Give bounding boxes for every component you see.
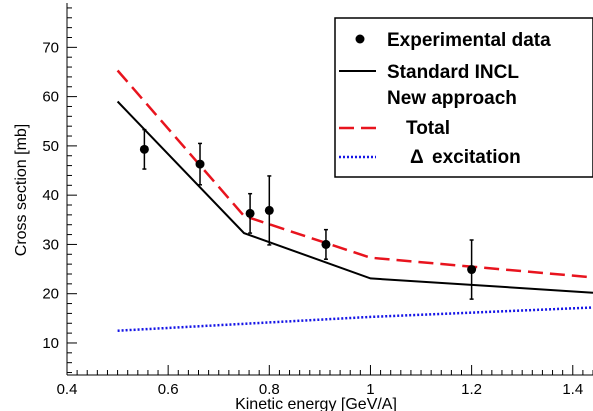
plot-area (116, 69, 593, 332)
y-tick-label: 60 (42, 89, 59, 106)
y-axis-label: Cross section [mb] (13, 124, 30, 256)
axes: 0.4 0.6 0.8 1 1.2 1.4 10 20 30 40 50 60 70 (42, 3, 593, 398)
y-tick-label: 50 (42, 138, 59, 155)
x-tick-label: 1.4 (562, 381, 583, 398)
legend-standard-label: Standard INCL (387, 62, 519, 83)
legend-experimental-label: Experimental data (387, 30, 551, 51)
experimental-point (195, 159, 205, 169)
x-tick-label: 1.2 (461, 381, 482, 398)
legend: Experimental data Standard INCL New appr… (334, 17, 593, 178)
y-tick-label: 40 (42, 187, 59, 204)
experimental-point (467, 265, 477, 275)
legend-delta-label: excitation (432, 147, 521, 168)
x-tick-label: 0.4 (57, 381, 78, 398)
experimental-point (264, 205, 274, 215)
experimental-point (139, 144, 149, 154)
experimental-point (321, 239, 331, 249)
experimental-point (245, 208, 255, 218)
legend-heading: New approach (387, 88, 517, 109)
x-tick-label: 0.8 (259, 381, 280, 398)
legend-delta-symbol: Δ (410, 147, 424, 168)
y-tick-label: 30 (42, 236, 59, 253)
legend-box (334, 17, 593, 178)
y-tick-label: 20 (42, 286, 59, 303)
y-tick-label: 10 (42, 335, 59, 352)
standard-incl-line (116, 100, 593, 294)
y-tick-label: 70 (42, 39, 59, 56)
total-line (116, 69, 593, 279)
x-tick-label: 0.6 (158, 381, 179, 398)
x-tick-label: 1 (366, 381, 374, 398)
x-axis-label: Kinetic energy [GeV/A] (235, 396, 397, 411)
delta-excitation-line (117, 306, 593, 332)
legend-total-label: Total (406, 118, 450, 139)
legend-experimental-marker (355, 34, 365, 44)
